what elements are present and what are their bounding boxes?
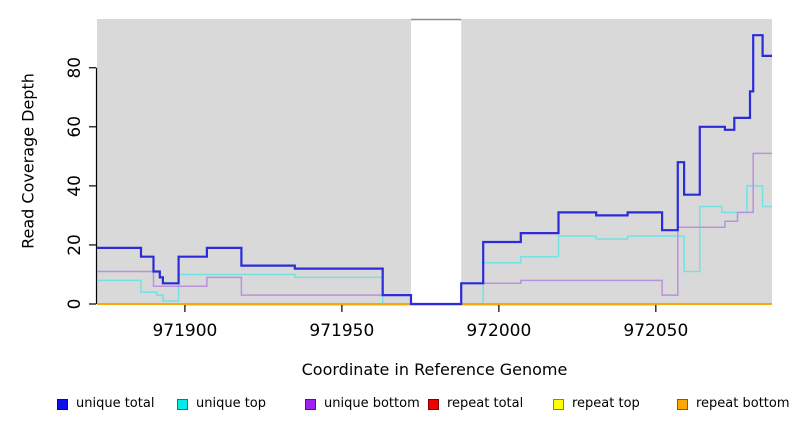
x-tick-label: 972000 (466, 321, 531, 341)
x-tick-label: 971950 (309, 321, 374, 341)
series-line-unique-top (97, 185, 772, 305)
series-line-unique-total (97, 34, 772, 306)
y-axis-title: Read Coverage Depth (18, 73, 38, 249)
alignment-gap-band (410, 19, 462, 304)
y-tick-label: 0 (65, 299, 85, 310)
y-tick-label: 80 (65, 57, 85, 79)
x-tick-label: 971900 (152, 321, 217, 341)
y-tick-label: 20 (65, 234, 85, 256)
x-axis-title: Coordinate in Reference Genome (301, 360, 568, 379)
y-tick-label: 40 (65, 175, 85, 197)
y-tick-label: 60 (65, 116, 85, 138)
series-line-unique-bottom (97, 152, 772, 305)
x-tick-label: 972050 (623, 321, 688, 341)
